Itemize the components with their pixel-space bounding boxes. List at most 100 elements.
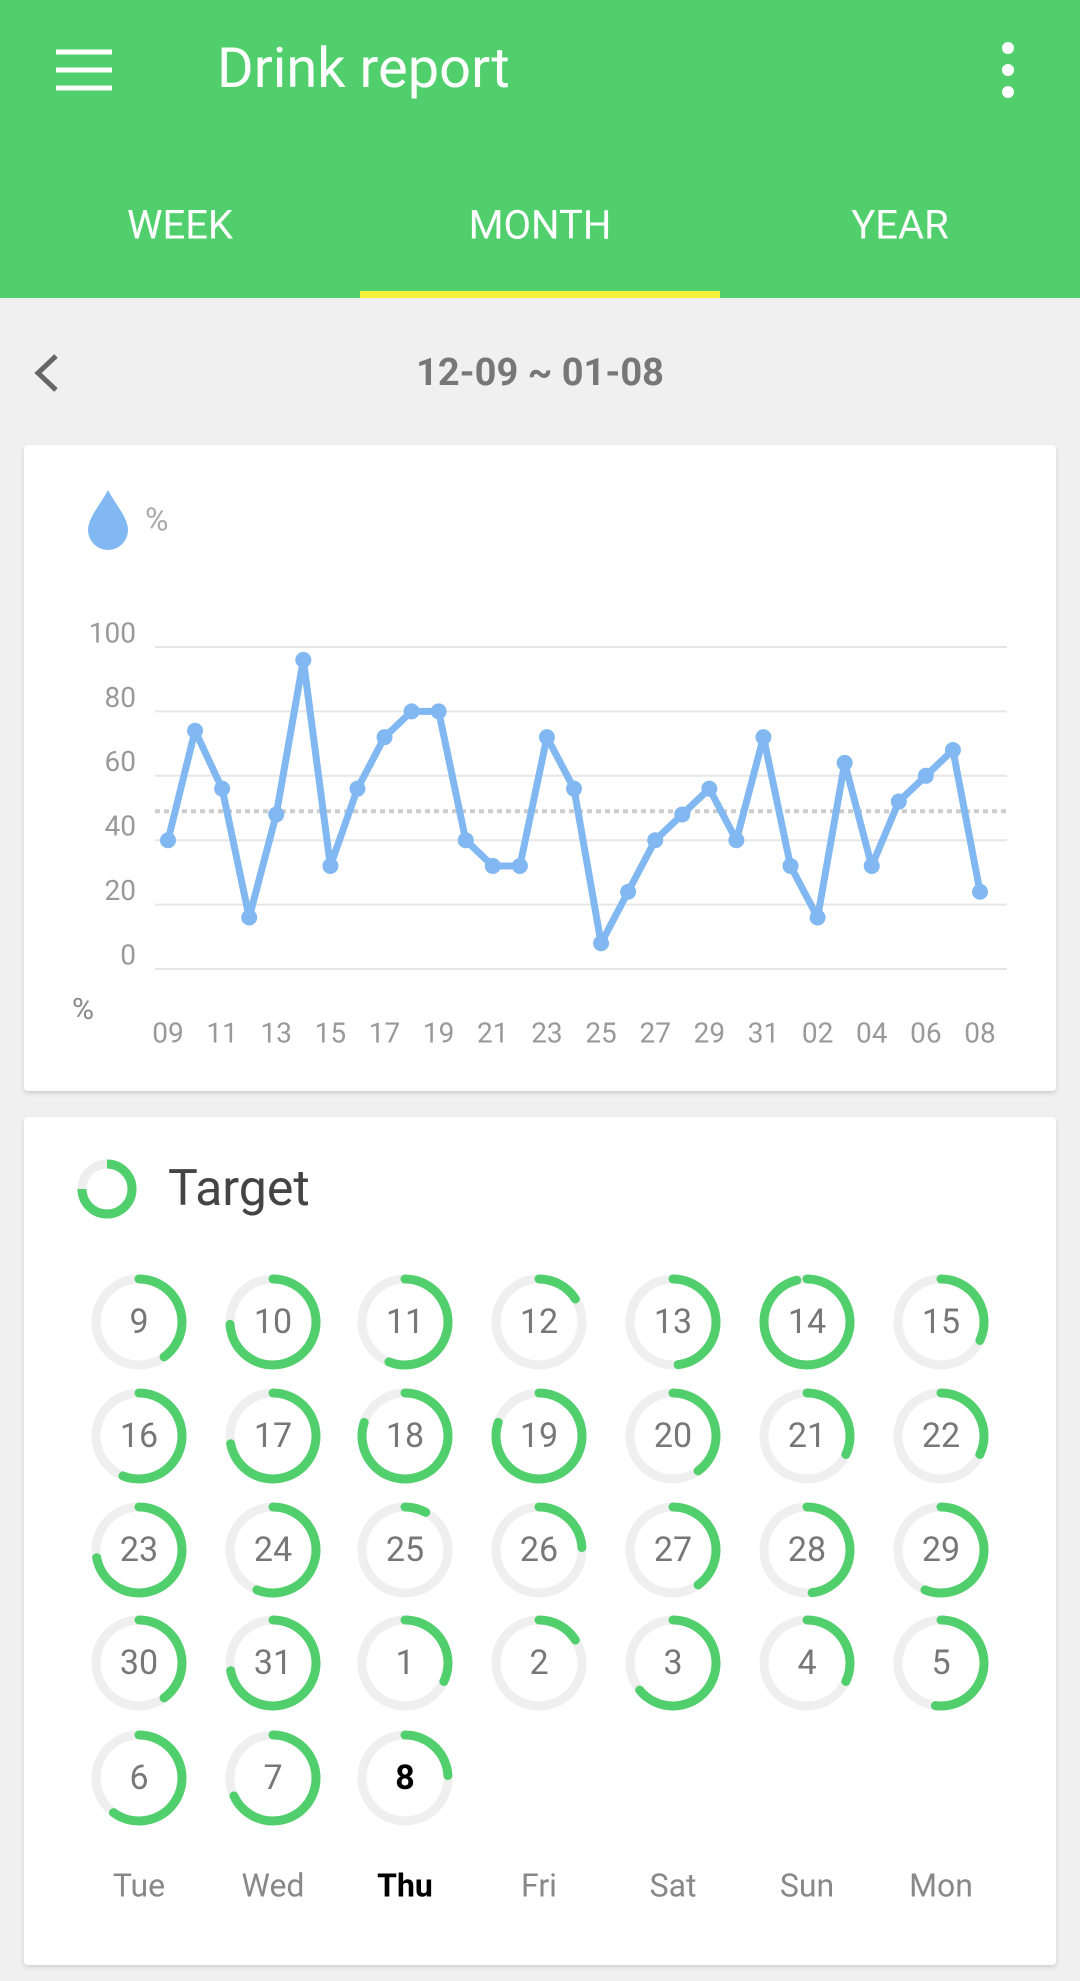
point [972, 883, 988, 900]
day-label: 5 [931, 1643, 950, 1683]
y-tick-label: 20 [105, 874, 136, 907]
weekday: Sun [780, 1866, 834, 1904]
tab[interactable]: YEAR [851, 202, 949, 249]
point [836, 754, 853, 771]
target-title: Target [168, 1160, 310, 1218]
day-label: 2 [529, 1643, 548, 1683]
ring-progress [491, 1388, 587, 1484]
day-label: 16 [120, 1416, 158, 1456]
ring-progress [893, 1615, 989, 1711]
weekday: Tue [113, 1866, 165, 1904]
ring-progress [91, 1615, 187, 1711]
tab-indicator [360, 291, 720, 298]
day-label: 20 [654, 1416, 692, 1456]
point [268, 806, 285, 823]
x-tick-label: 15 [315, 1016, 346, 1049]
x-tick-label: 06 [910, 1016, 941, 1049]
weekday-today: Thu [377, 1866, 433, 1904]
weekday: Fri [521, 1866, 557, 1904]
x-tick-label: 29 [694, 1016, 725, 1049]
day-label: 19 [520, 1416, 558, 1456]
ring-progress [759, 1615, 855, 1711]
day-label: 7 [263, 1758, 282, 1798]
target-card [24, 1117, 1056, 1965]
point [701, 780, 718, 797]
ring-progress [491, 1615, 587, 1711]
overflow-menu[interactable] [1002, 42, 1014, 98]
day-label: 15 [922, 1302, 960, 1342]
weekdays: Tue Wed Thu Fri Sat Sun Mon [113, 1866, 973, 1904]
day-label: 6 [129, 1758, 148, 1798]
ring-progress [759, 1274, 855, 1370]
x-tick-label: 21 [477, 1016, 508, 1049]
point [593, 935, 610, 952]
target-icon [77, 1159, 137, 1219]
x-tick-label: 04 [856, 1016, 888, 1049]
ring-progress [759, 1502, 855, 1598]
day-label: 24 [254, 1530, 292, 1570]
day-label: 10 [254, 1302, 292, 1342]
point [728, 832, 745, 849]
point [484, 857, 501, 874]
x-tick-label: 09 [152, 1016, 183, 1049]
point [457, 832, 474, 849]
point [647, 832, 664, 849]
ring-progress [625, 1274, 721, 1370]
point [322, 857, 339, 874]
app-title: Drink report [217, 35, 510, 101]
x-tick-label: 13 [261, 1016, 292, 1049]
day-label: 27 [654, 1530, 692, 1570]
tab[interactable]: WEEK [127, 202, 234, 249]
ring-progress [91, 1502, 187, 1598]
point [674, 806, 691, 823]
back-button[interactable] [34, 354, 58, 392]
x-tick-label: 23 [531, 1016, 562, 1049]
weekday: Sat [650, 1866, 697, 1904]
ring-progress [759, 1388, 855, 1484]
day-label: 1 [395, 1643, 414, 1683]
point [944, 742, 961, 759]
day-label: 11 [386, 1302, 424, 1342]
ring-progress [357, 1730, 453, 1826]
ring-progress [491, 1274, 587, 1370]
day-label: 4 [797, 1643, 816, 1683]
day-label: 3 [663, 1643, 682, 1683]
weekday: Mon [909, 1866, 973, 1904]
point [403, 703, 420, 720]
point [511, 857, 528, 874]
ring-progress [225, 1615, 321, 1711]
point [917, 767, 934, 784]
ring-progress [625, 1388, 721, 1484]
day-label: 31 [254, 1643, 292, 1683]
drop-icon [88, 490, 128, 550]
x-tick-label: 02 [802, 1016, 833, 1049]
x-tick-label: 25 [585, 1016, 616, 1049]
day-label: 14 [788, 1302, 826, 1342]
day-label: 30 [120, 1643, 158, 1683]
point [809, 909, 826, 926]
y-tick-label: 0 [120, 938, 136, 971]
ring-progress [625, 1502, 721, 1598]
ring-progress [225, 1274, 321, 1370]
y-tick-label: 100 [89, 616, 136, 649]
point [160, 832, 176, 849]
point [755, 729, 772, 746]
tab-active[interactable]: MONTH [469, 202, 612, 249]
x-tick-label: 08 [964, 1016, 995, 1049]
x-tick-label: 11 [206, 1016, 237, 1049]
point [214, 780, 231, 797]
menu-button[interactable] [56, 49, 112, 91]
ring-progress [357, 1274, 453, 1370]
ring-progress [357, 1502, 453, 1598]
day-label: 25 [386, 1530, 424, 1570]
day-label: 26 [520, 1530, 558, 1570]
date-range: 12-09 ~ 01-08 [416, 351, 664, 395]
x-tick-label: 31 [748, 1016, 779, 1049]
y-tick-label: 60 [105, 745, 136, 778]
ring-progress [357, 1388, 453, 1484]
app-bar [0, 0, 1080, 298]
day-label: 13 [654, 1302, 692, 1342]
point [295, 651, 312, 668]
day-label: 23 [120, 1530, 158, 1570]
